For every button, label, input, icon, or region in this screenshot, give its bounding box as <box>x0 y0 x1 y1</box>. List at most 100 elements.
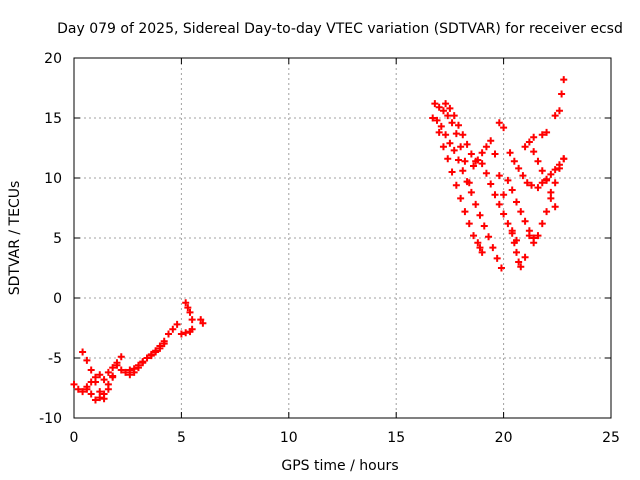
data-point <box>109 364 117 372</box>
data-point <box>512 198 520 206</box>
x-tick-label-1: 5 <box>177 430 186 446</box>
data-point <box>454 156 462 164</box>
data-point <box>433 116 441 124</box>
data-point <box>457 194 465 202</box>
data-point <box>474 156 482 164</box>
data-point <box>506 149 514 157</box>
data-point <box>551 166 559 174</box>
data-point <box>560 76 568 84</box>
data-point <box>188 316 196 324</box>
data-point <box>515 258 523 266</box>
series-late-arc-g <box>474 239 486 256</box>
data-point <box>547 170 555 178</box>
data-point <box>555 161 563 169</box>
data-point <box>186 328 194 336</box>
grid-lines <box>74 58 611 418</box>
data-point <box>457 143 465 151</box>
data-point <box>463 140 471 148</box>
axis-ticks: 0 5 10 15 20 25 -10 -5 0 5 10 15 20 <box>39 51 620 446</box>
data-point <box>480 222 488 230</box>
data-point <box>538 167 546 175</box>
data-point <box>91 378 99 386</box>
data-point <box>495 119 503 127</box>
data-point <box>487 180 495 188</box>
series-early-arc-f <box>177 316 207 338</box>
y-tick-label-0: -10 <box>39 411 62 427</box>
y-tick-label-2: 0 <box>53 291 62 307</box>
data-point <box>538 179 546 187</box>
data-point <box>508 227 516 235</box>
data-point <box>96 394 104 402</box>
data-point <box>184 304 192 312</box>
data-point <box>555 107 563 115</box>
data-point <box>521 217 529 225</box>
data-point <box>485 233 493 241</box>
data-point <box>442 131 450 139</box>
x-tick-label-2: 10 <box>280 430 298 446</box>
series-late-arc-b <box>431 100 473 187</box>
data-point <box>543 208 551 216</box>
data-point <box>450 146 458 154</box>
data-point <box>517 263 525 271</box>
data-point <box>109 372 117 380</box>
data-point <box>199 319 207 327</box>
data-point <box>517 208 525 216</box>
series-late-arc-c <box>442 100 480 165</box>
data-point <box>79 388 87 396</box>
data-point <box>113 359 121 367</box>
data-point <box>521 253 529 261</box>
data-point <box>525 232 533 240</box>
series-late-arc-f <box>478 160 520 244</box>
data-point <box>83 356 91 364</box>
data-point <box>543 128 551 136</box>
data-point <box>431 100 439 108</box>
data-point <box>439 107 447 115</box>
data-point <box>478 149 486 157</box>
series-late-arc-n <box>534 155 568 192</box>
data-point <box>530 148 538 156</box>
data-point <box>186 308 194 316</box>
data-point <box>489 244 497 252</box>
data-point <box>126 371 134 379</box>
data-point <box>551 203 559 211</box>
x-tick-label-3: 15 <box>387 430 405 446</box>
data-point <box>454 121 462 129</box>
data-point <box>96 371 104 379</box>
series-early-arc-e <box>182 299 196 333</box>
data-point <box>444 155 452 163</box>
data-point <box>495 200 503 208</box>
data-point <box>474 239 482 247</box>
data-point <box>169 325 177 333</box>
series-late-arc-h <box>495 119 508 132</box>
data-point <box>96 388 104 396</box>
data-point <box>446 104 454 112</box>
data-point <box>100 390 108 398</box>
data-point <box>558 90 566 98</box>
data-point <box>156 344 164 352</box>
x-axis-label: GPS time / hours <box>281 458 398 474</box>
data-point <box>139 359 147 367</box>
data-point <box>143 354 151 362</box>
data-point <box>100 376 108 384</box>
series-late-arc-j <box>508 227 529 271</box>
series-early-arc-d <box>126 340 168 379</box>
y-tick-label-1: -5 <box>48 351 62 367</box>
data-point <box>534 184 542 192</box>
data-point <box>117 353 125 361</box>
data-point <box>452 181 460 189</box>
data-point <box>530 133 538 141</box>
data-point <box>528 181 536 189</box>
data-point <box>459 167 467 175</box>
data-point <box>551 112 559 120</box>
data-point <box>491 191 499 199</box>
series-late-arc-d <box>435 128 478 240</box>
series-late-arc-i <box>506 149 536 189</box>
data-point <box>444 112 452 120</box>
data-point <box>91 396 99 404</box>
data-point <box>182 329 190 337</box>
data-point <box>547 194 555 202</box>
x-tick-label-0: 0 <box>70 430 79 446</box>
data-point <box>560 155 568 163</box>
data-point <box>160 340 168 348</box>
data-point <box>446 139 454 147</box>
